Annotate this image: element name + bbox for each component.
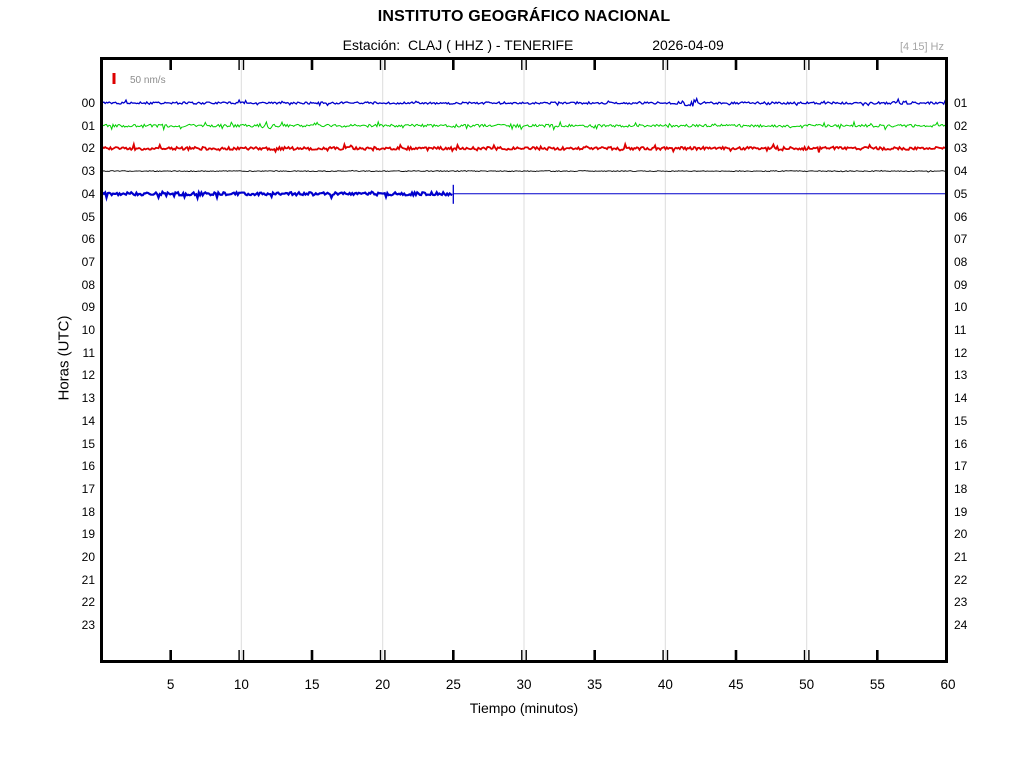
hour-label-left-13: 13 — [81, 391, 95, 406]
date-label: 2026-04-09 — [652, 37, 724, 53]
trace-hour-01-segment-0 — [100, 120, 948, 132]
hour-label-right-23: 23 — [954, 595, 968, 610]
hour-label-left-05: 05 — [81, 209, 95, 224]
hour-label-left-20: 20 — [81, 550, 95, 564]
hour-label-right-03: 03 — [954, 141, 968, 156]
trace-hour-00-segment-0 — [100, 96, 948, 108]
trace-hour-03-segment-0 — [100, 169, 948, 173]
hour-label-left-16: 16 — [81, 459, 95, 474]
hour-label-right-09: 09 — [954, 277, 968, 292]
hour-label-left-06: 06 — [81, 232, 95, 247]
hour-label-left-12: 12 — [81, 368, 95, 383]
trace-hour-01 — [100, 120, 948, 132]
hour-label-left-09: 09 — [81, 300, 95, 315]
x-tick-label-25: 25 — [445, 677, 461, 692]
x-axis-title: Tiempo (minutos) — [469, 700, 579, 716]
x-tick-label-40: 40 — [657, 677, 673, 692]
hour-label-right-08: 08 — [954, 254, 968, 269]
seismogram-plot — [100, 57, 948, 663]
hour-label-right-04: 04 — [954, 164, 968, 179]
hour-label-right-16: 16 — [954, 436, 968, 451]
x-tick-label-50: 50 — [799, 677, 815, 692]
hour-label-right-14: 14 — [954, 391, 968, 406]
x-tick-label-15: 15 — [304, 677, 320, 692]
hour-label-left-23: 23 — [81, 618, 95, 633]
hour-label-left-14: 14 — [81, 413, 95, 428]
hour-label-right-19: 19 — [954, 504, 968, 519]
hour-label-right-13: 13 — [954, 368, 968, 383]
trace-hour-02 — [100, 141, 948, 154]
hour-label-right-12: 12 — [954, 345, 968, 360]
trace-hour-04 — [100, 184, 948, 204]
hour-label-left-11: 11 — [82, 345, 95, 360]
hour-label-right-10: 10 — [954, 300, 968, 315]
x-tick-label-55: 55 — [869, 677, 885, 692]
hour-label-left-15: 15 — [81, 436, 95, 451]
hour-label-left-07: 07 — [81, 254, 95, 269]
hour-label-left-04: 04 — [81, 186, 95, 201]
hour-label-right-17: 17 — [954, 459, 968, 474]
x-tick-label-5: 5 — [166, 677, 175, 692]
hour-label-left-03: 03 — [81, 164, 95, 179]
x-tick-label-45: 45 — [728, 677, 744, 692]
hour-label-left-18: 18 — [81, 504, 95, 519]
hour-label-right-07: 07 — [954, 232, 968, 247]
hour-label-right-15: 15 — [954, 413, 968, 428]
station-subtitle: Estación: CLAJ ( HHZ ) - TENERIFE — [342, 37, 574, 53]
hour-label-right-20: 20 — [954, 527, 968, 542]
hour-label-left-22: 22 — [81, 595, 95, 610]
hour-label-right-22: 22 — [954, 572, 968, 587]
trace-hour-04-segment-0 — [100, 189, 453, 202]
hour-label-left-00: 00 — [81, 96, 95, 110]
hour-label-right-18: 18 — [954, 481, 968, 496]
hour-label-left-17: 17 — [81, 481, 95, 496]
scale-legend-bar — [112, 73, 116, 84]
trace-hour-00 — [100, 96, 948, 108]
hour-label-left-08: 08 — [81, 277, 95, 292]
x-tick-label-35: 35 — [587, 677, 603, 692]
hour-label-right-05: 05 — [954, 186, 968, 201]
hour-label-right-21: 21 — [954, 550, 968, 564]
hour-label-right-01: 01 — [954, 96, 968, 110]
hour-label-left-02: 02 — [81, 141, 95, 156]
trace-hour-03 — [100, 169, 948, 173]
hour-label-right-02: 02 — [954, 118, 968, 133]
scale-legend-label: 50 nm/s — [130, 75, 166, 86]
hour-label-left-21: 21 — [81, 572, 95, 587]
page-title: INSTITUTO GEOGRÁFICO NACIONAL — [377, 8, 671, 25]
filter-band-label: [4 15] Hz — [899, 41, 945, 53]
hour-label-right-06: 06 — [954, 209, 968, 224]
x-tick-label-20: 20 — [375, 677, 391, 692]
x-tick-label-10: 10 — [233, 677, 249, 692]
x-tick-label-30: 30 — [516, 677, 532, 692]
trace-hour-02-segment-0 — [100, 141, 948, 154]
x-tick-label-60: 60 — [940, 677, 956, 692]
plot-frame — [100, 57, 948, 663]
hour-label-right-24: 24 — [954, 618, 968, 633]
hour-label-left-19: 19 — [81, 527, 95, 542]
hour-label-left-10: 10 — [81, 323, 95, 337]
hour-label-right-11: 11 — [954, 323, 967, 337]
hour-label-left-01: 01 — [81, 118, 95, 133]
